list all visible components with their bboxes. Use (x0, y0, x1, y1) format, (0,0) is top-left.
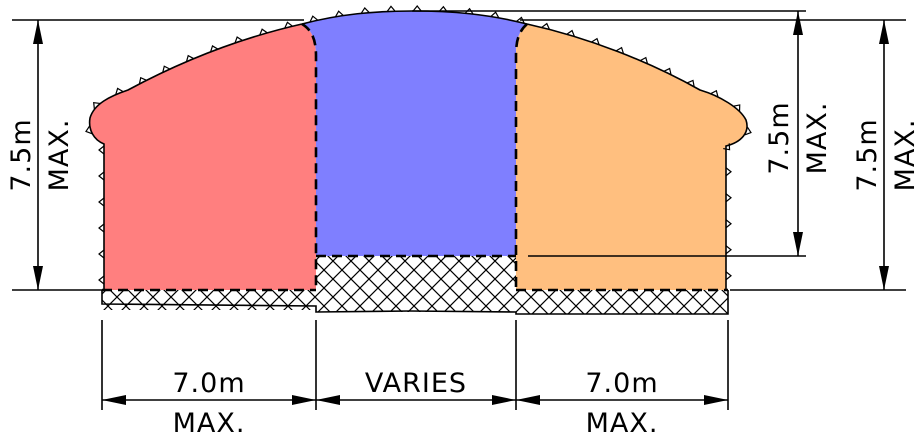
left-zone (89, 24, 317, 290)
texture-tick (744, 126, 752, 136)
texture-tick (412, 5, 422, 12)
texture-tick (541, 22, 551, 30)
right-width-arrow-left (516, 395, 540, 405)
right-height-value: 7.5m (852, 118, 883, 191)
left-width-arrow-right (292, 395, 316, 405)
right-height-arrow-top (879, 20, 889, 44)
texture-tick (98, 275, 105, 285)
texture-tick (98, 145, 105, 155)
texture-tick (733, 104, 741, 112)
texture-tick (259, 28, 268, 36)
middle-width-arrow-right (492, 395, 516, 405)
texture-tick (115, 87, 124, 95)
texture-tick (334, 10, 344, 18)
mid-height-value: 7.5m (764, 101, 795, 174)
texture-tick (725, 245, 732, 255)
texture-tick (185, 54, 195, 62)
right-divider (514, 23, 528, 290)
texture-tick (725, 219, 732, 229)
right-zone (516, 24, 748, 290)
texture-tick (360, 7, 370, 14)
texture-tick (566, 29, 576, 37)
texture-tick (98, 171, 105, 181)
texture-tick (686, 79, 695, 87)
texture-tick (93, 102, 101, 110)
texture-tick (234, 36, 243, 44)
texture-tick (309, 15, 319, 23)
right-base-hatch (516, 290, 728, 314)
texture-tick (162, 65, 171, 73)
texture-tick (615, 46, 625, 54)
texture-tick (591, 37, 600, 45)
right-width-note: MAX. (586, 408, 659, 439)
texture-tick (209, 45, 219, 53)
left-height-arrow-bottom (33, 266, 43, 290)
mid-height-arrow-top (793, 11, 803, 35)
texture-tick (85, 125, 93, 135)
texture-tick (98, 223, 105, 233)
texture-tick (725, 271, 732, 281)
left-width-note: MAX. (173, 408, 246, 439)
mid-height-arrow-bottom (793, 232, 803, 256)
texture-tick (438, 5, 448, 13)
texture-tick (490, 11, 500, 19)
middle-zone (302, 11, 527, 256)
middle-width-arrow-left (316, 395, 340, 405)
texture-tick (663, 67, 672, 75)
texture-tick (138, 76, 147, 85)
mid-height-note: MAX. (802, 102, 833, 175)
left-base-hatch (102, 290, 316, 310)
middle-width-value: VARIES (365, 368, 467, 399)
right-width-value: 7.0m (585, 368, 658, 399)
outline-texture (85, 5, 752, 285)
texture-tick (639, 56, 649, 64)
left-divider (301, 22, 318, 290)
left-height-note: MAX. (44, 119, 75, 192)
texture-tick (98, 197, 105, 207)
middle-base-hatch (316, 256, 516, 312)
texture-tick (723, 143, 731, 151)
texture-tick (386, 5, 396, 12)
right-width-arrow-right (704, 395, 728, 405)
texture-tick (725, 167, 732, 177)
texture-tick (516, 16, 525, 24)
left-width-arrow-left (102, 395, 126, 405)
right-height-arrow-bottom (879, 266, 889, 290)
texture-tick (725, 193, 732, 203)
base-outline (101, 290, 729, 315)
left-height-arrow-top (33, 20, 43, 44)
texture-tick (284, 21, 293, 29)
left-width-value: 7.0m (172, 368, 245, 399)
left-height-value: 7.5m (6, 118, 37, 191)
right-height-note: MAX. (890, 119, 919, 192)
texture-tick (710, 89, 719, 98)
texture-tick (98, 249, 105, 259)
